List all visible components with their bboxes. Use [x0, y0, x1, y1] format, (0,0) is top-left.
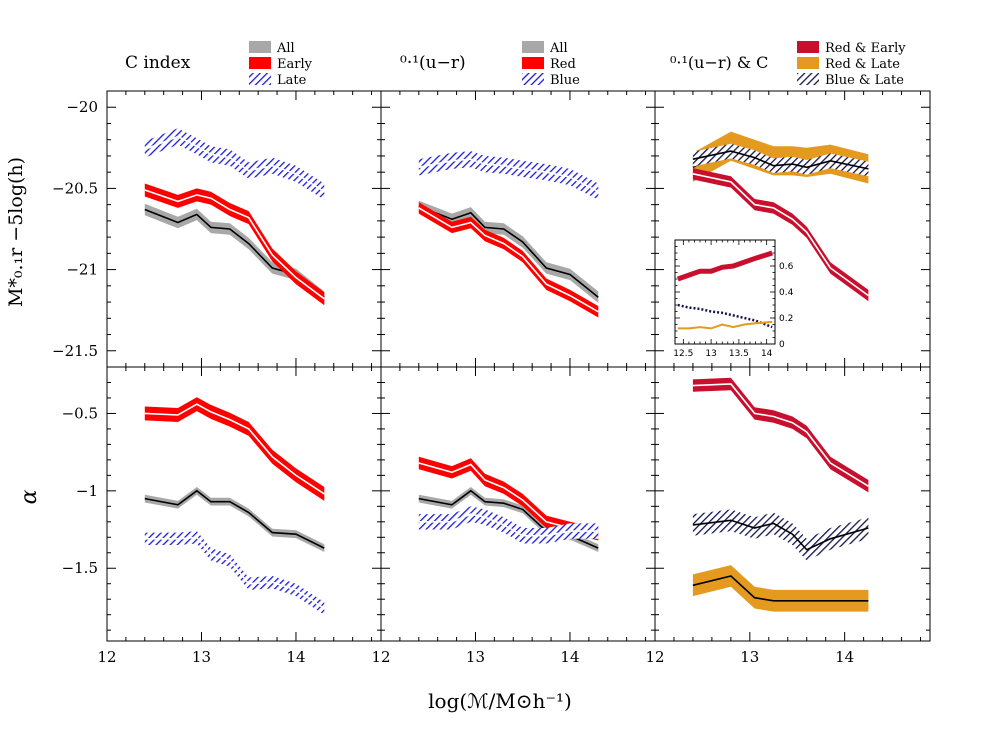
band-p2-mstar-blue [418, 151, 599, 200]
center-line-p2-mstar-all [418, 205, 599, 298]
y-tick-label: −20.5 [52, 179, 98, 197]
legend-label-blue: Blue [550, 73, 580, 88]
panel-3-title: ⁰·¹(u−r) & C [670, 53, 768, 72]
x-tick-label: 14 [286, 648, 305, 666]
legend-label-red-late: Red & Late [825, 57, 900, 72]
legend-swatch-all [249, 41, 271, 53]
legend-label-red-early: Red & Early [825, 41, 906, 56]
inset-y-tick-label: 0.6 [779, 262, 794, 272]
band-p1-alpha-all [144, 487, 325, 552]
y-tick-label: −21 [66, 261, 98, 279]
band-p2-alpha-red [418, 456, 599, 541]
legend-label-all: All [549, 41, 568, 56]
panel-frame-top-1 [106, 90, 382, 368]
legend-swatch-all [522, 41, 544, 53]
inset-x-tick-label: 12.5 [673, 349, 693, 359]
legend-label-late: Late [277, 73, 307, 88]
inset-x-tick-label: 14 [761, 349, 773, 359]
x-tick-label: 13 [192, 648, 211, 666]
legend-swatch-late [249, 73, 271, 85]
inset-line-red-early [676, 250, 773, 282]
panel-1-title: C index [125, 53, 191, 73]
panel-titles: C index ⁰·¹(u−r) ⁰·¹(u−r) & C [125, 53, 768, 73]
y-tick-label: −21.5 [52, 342, 98, 360]
x-tick-label: 14 [835, 648, 854, 666]
legend-label-early: Early [277, 57, 313, 72]
center-line-p1-mstar-late [144, 135, 325, 193]
x-tick-label: 12 [371, 648, 390, 666]
center-line-p3-mstar-red-early [692, 173, 869, 297]
band-p1-mstar-all [144, 203, 325, 303]
band-p1-mstar-early [144, 183, 325, 306]
inset-y-tick-label: 0.2 [779, 314, 793, 324]
tick-marks [106, 91, 930, 641]
band-p3-alpha-red-early [692, 377, 869, 493]
center-line-p1-mstar-early [144, 189, 325, 300]
band-p2-mstar-red [418, 202, 599, 318]
y-tick-label: −1.5 [62, 559, 98, 577]
x-axis-label: log(ℳ/M⊙h⁻¹) [428, 689, 572, 713]
panel-frames [106, 90, 931, 642]
legend-swatch-blue [522, 73, 544, 85]
legend-swatch-red [522, 57, 544, 69]
legend-label-red: Red [550, 57, 576, 72]
inset-y-tick-label: 0.4 [779, 288, 794, 298]
tick-labels: 12 13 14 12 13 14 12 13 14 −20 −20.5 −21 −21.5 −0.5 −1… [52, 98, 854, 666]
y-axis-label-top: M*₀.₁r −5log(h) [5, 157, 27, 307]
center-line-p2-mstar-blue [418, 158, 599, 193]
band-p2-mstar-all [418, 200, 599, 303]
center-line-p1-alpha-early [144, 403, 325, 495]
center-line-p3-alpha-blue-late [692, 519, 869, 551]
y-tick-label: −0.5 [62, 404, 98, 422]
legend-label-all: All [276, 41, 295, 56]
legend-swatch-early [249, 57, 271, 69]
y-tick-label: −1 [76, 482, 98, 500]
band-p3-mstar-red-late [692, 131, 869, 184]
legend-swatch-red-late [797, 57, 819, 69]
inset-line-red-late [677, 320, 773, 330]
band-p3-mstar-red-early [692, 168, 869, 302]
center-line-p1-alpha-late [144, 536, 325, 610]
band-p3-alpha-red-late [692, 565, 869, 612]
panel-frame-bottom-3 [654, 366, 931, 642]
legend-label-blue-late: Blue & Late [825, 73, 904, 88]
x-tick-label: 13 [740, 648, 759, 666]
band-p1-alpha-early [144, 397, 325, 501]
center-line-p1-alpha-all [144, 489, 325, 549]
legend-swatch-blue-late [797, 73, 819, 85]
band-p1-alpha-late [144, 531, 325, 615]
band-p1-mstar-late [144, 128, 325, 200]
x-tick-label: 12 [645, 648, 664, 666]
legend-swatch-red-early [797, 41, 819, 53]
center-line-p3-alpha-red-late [692, 575, 869, 602]
inset-y-tick-label: 0 [779, 340, 785, 350]
x-tick-label: 14 [560, 648, 579, 666]
inset-plot: 12.5 13 13.5 14 0 0.2 0.4 0.6 [673, 239, 794, 359]
center-line-p2-alpha-blue [418, 513, 599, 537]
y-axis-label-bottom: α [17, 489, 42, 504]
band-p2-alpha-blue [418, 506, 599, 544]
center-line-p3-mstar-blue-late [692, 150, 869, 170]
panel-frame-top-2 [380, 90, 656, 368]
center-line-p3-alpha-red-early [692, 383, 869, 487]
x-tick-label: 13 [466, 648, 485, 666]
inset-x-tick-label: 13.5 [729, 349, 749, 359]
inset-line-blue-late [677, 303, 773, 329]
bands [144, 128, 869, 615]
y-tick-label: −20 [66, 98, 98, 116]
x-tick-label: 12 [97, 648, 116, 666]
center-line-p2-mstar-red [418, 207, 599, 313]
inset-x-tick-label: 13 [705, 349, 716, 359]
panel-2-title: ⁰·¹(u−r) [400, 53, 466, 73]
